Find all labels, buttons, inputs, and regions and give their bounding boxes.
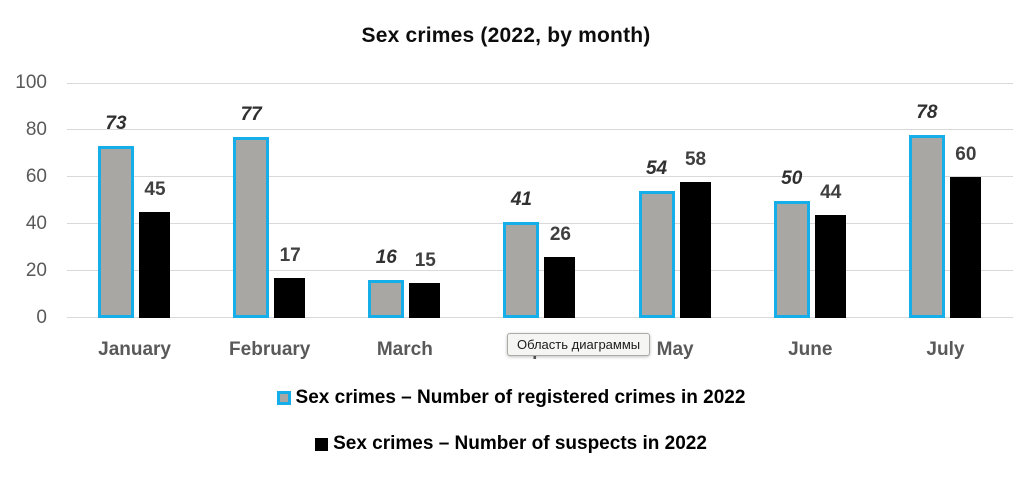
gridline [67,83,1013,84]
value-label-registered: 50 [781,167,803,189]
gridline [67,270,1013,271]
bar-registered-may[interactable] [638,191,675,318]
value-label-registered: 16 [375,247,397,269]
value-label-registered: 78 [916,101,938,123]
bar-registered-february[interactable] [233,137,270,318]
value-label-registered: 54 [645,158,668,180]
y-tick-label: 80 [25,119,47,140]
y-axis: 0 20 40 60 80 100 [0,72,47,328]
bar-suspects-may[interactable] [679,181,711,318]
chart-title[interactable]: Sex crimes (2022, by month) [361,24,651,47]
bar-registered-april[interactable] [503,221,540,318]
chart-area-tooltip: Область диаграммы [507,333,651,356]
bar-suspects-march[interactable] [409,282,441,318]
gridline [67,223,1013,224]
value-label-suspects: 45 [144,179,166,201]
legend-label-registered: Sex crimes – Number of registered crimes… [295,387,746,408]
value-label-suspects: 44 [820,181,842,203]
x-axis-label-march: March [376,339,433,360]
value-label-suspects: 15 [414,249,436,271]
value-label-suspects: 58 [684,148,707,170]
legend: Sex crimes – Number of registered crimes… [0,387,1022,455]
x-axis-label-july: July [926,339,965,360]
x-axis-label-june: June [788,339,833,360]
y-tick-label: 60 [25,166,47,187]
value-label-registered: 41 [510,188,532,210]
value-label-suspects: 26 [549,223,571,245]
legend-label-suspects: Sex crimes – Number of suspects in 2022 [333,433,707,454]
bar-registered-june[interactable] [773,200,810,318]
gridline [67,317,1013,318]
bar-registered-january[interactable] [98,146,134,318]
legend-swatch-suspects-icon [315,437,329,451]
y-tick-label: 100 [15,72,47,93]
legend-swatch-registered-icon [276,391,291,405]
gridline [67,129,1013,130]
bar-registered-march[interactable] [368,280,405,318]
plot-area[interactable]: 7345January7717February1615March4126Apri… [67,83,1013,360]
y-tick-label: 40 [25,213,47,234]
bar-suspects-january[interactable] [139,212,170,318]
bar-suspects-june[interactable] [814,214,846,318]
bar-suspects-february[interactable] [274,278,306,318]
x-axis-label-february: February [229,339,311,360]
y-tick-label: 0 [36,307,47,328]
value-label-registered: 77 [240,104,262,126]
bar-suspects-july[interactable] [949,177,981,318]
x-axis-label-january: January [98,339,171,360]
gridline [67,176,1013,177]
x-axis-label-may: May [656,339,694,360]
value-label-suspects: 60 [955,144,977,165]
value-label-registered: 73 [105,113,127,135]
value-label-suspects: 17 [279,245,301,267]
bar-registered-july[interactable] [908,134,945,318]
bar-suspects-april[interactable] [544,256,576,318]
legend-item-registered[interactable]: Sex crimes – Number of registered crimes… [276,387,746,409]
y-tick-label: 20 [25,260,47,281]
legend-item-suspects[interactable]: Sex crimes – Number of suspects in 2022 [315,433,707,455]
